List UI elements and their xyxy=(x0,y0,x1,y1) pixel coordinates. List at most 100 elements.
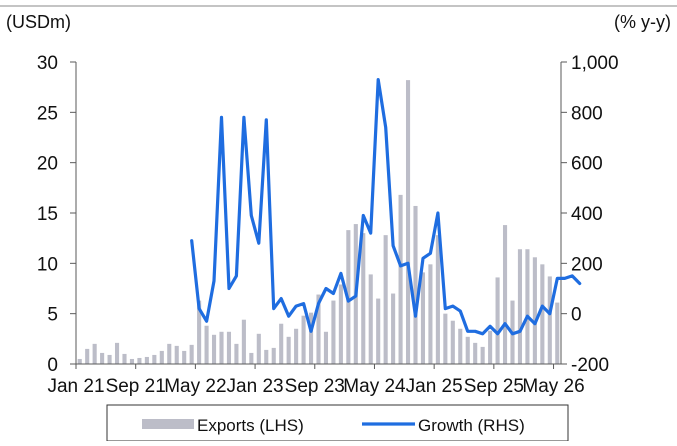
growth-point xyxy=(563,277,566,280)
growth-point xyxy=(205,320,208,323)
exports-bar xyxy=(495,277,500,364)
growth-point xyxy=(541,304,544,308)
exports-bar xyxy=(413,205,418,364)
ticks-layer: 30 25 20 15 10 5 0 1,000 800 600 400 200 0 -200 Jan 21… xyxy=(37,53,619,397)
growth-point xyxy=(451,304,455,308)
growth-point xyxy=(190,239,193,242)
growth-point xyxy=(354,294,358,298)
growth-point xyxy=(302,302,305,305)
exports-bar xyxy=(286,336,291,364)
growth-point xyxy=(481,332,484,335)
exports-bar xyxy=(159,350,164,364)
growth-point xyxy=(287,314,290,318)
exports-bar xyxy=(517,249,523,364)
growth-point xyxy=(429,252,432,255)
exports-bar xyxy=(465,336,470,364)
growth-point xyxy=(533,322,537,325)
exports-bar xyxy=(525,249,530,364)
x-tick-label: May 26 xyxy=(522,376,584,397)
exports-bar xyxy=(122,353,127,364)
exports-bar xyxy=(458,328,463,364)
growth-point xyxy=(332,292,335,295)
exports-bar xyxy=(264,349,269,364)
growth-point xyxy=(369,231,372,235)
growth-point xyxy=(488,325,492,328)
exports-bar xyxy=(211,334,217,364)
exports-bar xyxy=(114,342,120,364)
growth-point xyxy=(570,274,574,278)
left-tick-label: 10 xyxy=(37,254,58,275)
exports-bar xyxy=(316,294,321,364)
exports-bar xyxy=(226,331,232,364)
growth-point xyxy=(406,262,410,265)
exports-bar xyxy=(331,300,336,364)
growth-point xyxy=(526,314,529,318)
exports-bar xyxy=(107,354,112,364)
exports-bar xyxy=(368,274,373,364)
growth-point xyxy=(496,332,499,335)
exports-bar xyxy=(234,343,239,364)
legend-label-exports: Exports (LHS) xyxy=(197,416,304,435)
exports-bar xyxy=(144,356,149,364)
growth-point xyxy=(309,330,313,333)
exports-bar xyxy=(85,348,90,364)
axes-layer xyxy=(70,61,567,369)
exports-bar xyxy=(555,302,560,364)
exports-bar xyxy=(383,235,388,364)
exports-bar xyxy=(197,300,202,364)
exports-bar xyxy=(256,333,261,364)
legend-label-growth: Growth (RHS) xyxy=(418,416,525,435)
exports-bar xyxy=(443,313,448,364)
growth-point xyxy=(548,312,552,315)
exports-bar xyxy=(241,319,246,364)
exports-bar xyxy=(502,225,508,364)
legend-swatch-exports xyxy=(142,419,194,429)
growth-point xyxy=(556,277,559,280)
exports-bar xyxy=(391,293,396,364)
exports-bar xyxy=(137,357,142,364)
right-tick-label: -200 xyxy=(571,355,609,376)
growth-point xyxy=(220,116,223,119)
x-tick-label: Jan 25 xyxy=(406,376,463,397)
exports-bar xyxy=(152,354,157,364)
exports-bar xyxy=(547,276,552,364)
right-axis-unit: (% y-y) xyxy=(614,12,671,32)
exports-bar xyxy=(435,235,440,364)
exports-bar xyxy=(174,345,179,364)
growth-point xyxy=(503,322,507,325)
right-tick-label: 200 xyxy=(571,254,603,275)
exports-bar xyxy=(488,330,493,364)
right-tick-label: 1,000 xyxy=(571,53,619,74)
line-layer xyxy=(190,77,582,336)
exports-bar xyxy=(532,257,537,364)
growth-point xyxy=(294,304,298,308)
legend: Exports (LHS) Growth (RHS) xyxy=(106,404,569,442)
growth-point xyxy=(362,214,365,217)
x-tick-label: Sep 21 xyxy=(106,376,166,397)
left-tick-label: 15 xyxy=(37,204,58,225)
exports-bar xyxy=(279,323,284,364)
exports-bar xyxy=(129,358,135,364)
growth-point xyxy=(466,330,469,333)
growth-point xyxy=(376,78,380,81)
growth-point xyxy=(414,314,417,318)
growth-point xyxy=(421,257,425,260)
exports-bar xyxy=(480,346,485,364)
exports-bar xyxy=(294,328,299,364)
exports-bar xyxy=(167,343,172,364)
left-tick-label: 20 xyxy=(37,154,58,175)
exports-bar xyxy=(405,80,411,365)
x-tick-label: May 24 xyxy=(343,376,406,397)
exports-bar xyxy=(301,315,306,364)
growth-point xyxy=(235,274,238,278)
exports-bar xyxy=(376,298,381,364)
right-tick-label: 400 xyxy=(571,204,603,225)
growth-point xyxy=(384,126,387,129)
exports-bar xyxy=(398,194,403,364)
exports-bar xyxy=(338,284,343,364)
x-tick-label: Jan 21 xyxy=(47,376,104,397)
growth-point xyxy=(518,330,522,333)
growth-point xyxy=(399,264,402,268)
